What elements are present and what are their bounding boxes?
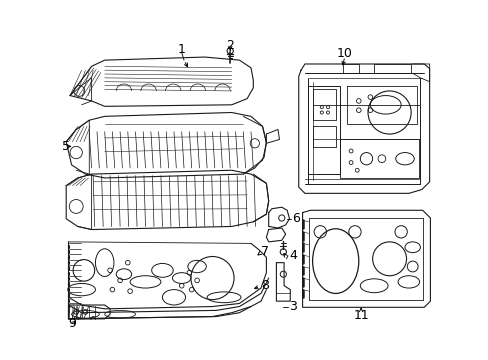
Text: 1: 1 — [178, 43, 185, 56]
Text: 9: 9 — [68, 317, 76, 330]
Text: 10: 10 — [336, 47, 352, 60]
Text: 2: 2 — [226, 39, 234, 52]
Text: 11: 11 — [352, 309, 368, 321]
Text: 6: 6 — [291, 212, 299, 225]
Text: 8: 8 — [261, 279, 268, 292]
Text: 4: 4 — [289, 249, 297, 262]
Text: 3: 3 — [289, 300, 297, 313]
Text: 5: 5 — [62, 140, 70, 153]
Text: 7: 7 — [261, 244, 268, 258]
